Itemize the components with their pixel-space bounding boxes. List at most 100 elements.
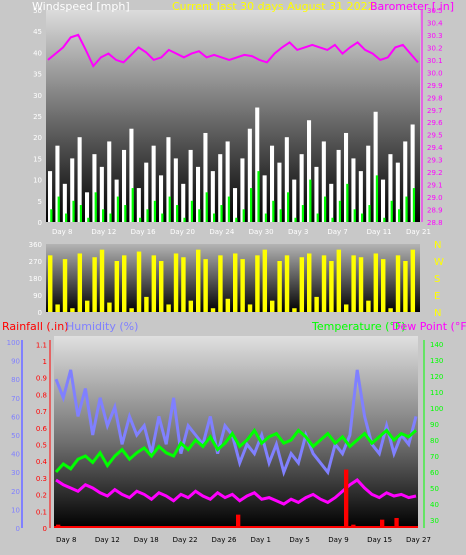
gust-bar xyxy=(183,217,186,222)
gust-bar xyxy=(116,196,120,222)
gust-bar xyxy=(368,205,371,222)
rain-y-tick: 0 xyxy=(43,525,47,533)
direction-y-tick: 180 xyxy=(29,275,42,283)
compass-letter: S xyxy=(434,274,440,285)
rain-y-tick: 1.1 xyxy=(36,341,47,349)
gust-bar xyxy=(72,200,75,222)
wind-y-tick: 0 xyxy=(38,219,42,227)
direction-bar xyxy=(321,255,327,312)
windspeed-bar xyxy=(48,171,53,222)
climate-x-tick: Day 27 xyxy=(406,536,431,544)
wind-x-tick: Day 12 xyxy=(91,228,116,236)
windspeed-bar xyxy=(247,128,252,222)
gust-bar xyxy=(94,192,97,222)
humidity-y-tick: 90 xyxy=(11,358,20,366)
direction-bar xyxy=(144,296,149,312)
barometer-y-tick: 29.6 xyxy=(427,119,443,127)
direction-bar xyxy=(55,304,60,312)
gust-bar xyxy=(353,209,356,222)
gust-bar xyxy=(242,209,245,222)
gust-bar xyxy=(309,179,312,222)
windspeed-bar xyxy=(122,149,127,222)
temp-y-tick: 140 xyxy=(430,341,443,349)
windspeed-bar xyxy=(114,179,119,222)
direction-bar xyxy=(151,255,157,312)
windspeed-bar xyxy=(159,175,164,222)
direction-bar xyxy=(329,261,334,312)
windspeed-bar xyxy=(307,120,312,222)
gust-bar xyxy=(383,217,386,222)
barometer-y-tick: 30.5 xyxy=(427,7,443,15)
windspeed-bar xyxy=(99,166,104,222)
windspeed-bar xyxy=(299,154,304,222)
temp-y-tick: 100 xyxy=(430,405,443,413)
humidity-y-tick: 100 xyxy=(7,339,20,347)
windspeed-bar xyxy=(395,162,400,222)
gust-bar xyxy=(176,205,179,222)
gust-bar xyxy=(198,209,201,222)
wind-x-tick: Day 20 xyxy=(170,228,195,236)
direction-bar xyxy=(277,261,282,312)
rainfall-bar xyxy=(380,519,385,528)
windspeed-bar xyxy=(70,158,75,222)
direction-bar xyxy=(210,308,216,312)
direction-bar xyxy=(307,253,312,312)
gust-bar xyxy=(131,188,134,222)
rain-y-tick: 0.2 xyxy=(36,492,47,500)
gust-bar xyxy=(235,217,238,222)
windspeed-bar xyxy=(77,137,82,222)
direction-bar xyxy=(203,259,208,312)
direction-bar xyxy=(373,253,379,312)
direction-bar xyxy=(159,261,164,312)
barometer-title: Barometer [.in] xyxy=(370,0,454,13)
temp-y-tick: 30 xyxy=(430,517,439,525)
rainfall-axis-label: Rainfall (.in) xyxy=(2,320,69,333)
direction-bar xyxy=(48,255,53,312)
windspeed-bar xyxy=(373,111,378,222)
barometer-line xyxy=(47,33,419,68)
gust-bar xyxy=(294,217,297,222)
windspeed-bar xyxy=(321,141,326,222)
wind-y-tick: 10 xyxy=(33,177,42,185)
direction-bar xyxy=(196,249,201,312)
dewpoint-axis-label: Dew Point (°F) xyxy=(392,320,466,333)
wind-x-tick: Day 16 xyxy=(131,228,157,236)
direction-bar xyxy=(70,308,75,312)
gust-bar xyxy=(257,171,260,222)
windspeed-bar xyxy=(85,192,90,222)
direction-bar xyxy=(129,308,134,312)
windspeed-bar xyxy=(218,154,223,222)
gust-bar xyxy=(279,209,282,222)
direction-bar xyxy=(344,304,349,312)
gust-bar xyxy=(65,213,68,222)
direction-bar xyxy=(188,300,194,312)
windspeed-bar xyxy=(351,158,356,222)
rainfall-bar xyxy=(236,514,241,528)
wind-y-tick: 25 xyxy=(33,113,42,121)
wind-x-tick: Day 30 xyxy=(249,228,274,236)
direction-bar xyxy=(336,249,342,312)
direction-bar xyxy=(225,298,231,312)
gust-bar xyxy=(405,196,408,222)
gust-bar xyxy=(324,196,327,222)
temperature-axis-label: Temperature (°F) xyxy=(311,320,406,333)
gust-bar xyxy=(50,209,53,222)
gust-bar xyxy=(139,217,142,222)
temp-y-tick: 70 xyxy=(430,453,439,461)
direction-bar xyxy=(114,261,120,312)
compass-letter: E xyxy=(434,291,440,302)
windspeed-bar xyxy=(410,124,415,222)
barometer-y-tick: 30.0 xyxy=(427,69,443,77)
gust-bar xyxy=(338,200,342,222)
gust-bar xyxy=(79,205,83,222)
gust-bar xyxy=(227,196,231,222)
windspeed-bar xyxy=(314,166,319,222)
gust-bar xyxy=(272,200,275,222)
barometer-y-tick: 29.9 xyxy=(427,82,443,90)
climate-x-tick: Day 12 xyxy=(95,536,120,544)
climate-x-tick: Day 1 xyxy=(250,536,271,544)
windspeed-bar xyxy=(381,179,386,222)
humidity-y-tick: 30 xyxy=(11,469,20,477)
barometer-y-tick: 28.9 xyxy=(427,207,443,215)
